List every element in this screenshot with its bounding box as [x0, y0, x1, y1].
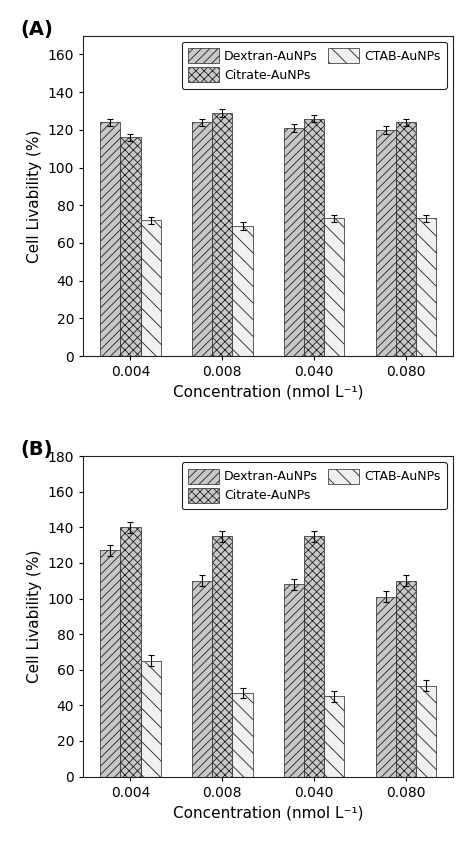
Bar	[232, 226, 253, 356]
Bar	[140, 661, 161, 776]
Bar	[212, 537, 232, 776]
Bar	[416, 685, 437, 776]
Bar	[140, 220, 161, 356]
Bar	[100, 122, 120, 356]
X-axis label: Concentration (nmol L⁻¹): Concentration (nmol L⁻¹)	[173, 805, 364, 820]
Legend: Dextran-AuNPs, Citrate-AuNPs, CTAB-AuNPs: Dextran-AuNPs, Citrate-AuNPs, CTAB-AuNPs	[182, 463, 447, 509]
Bar	[376, 597, 396, 776]
Bar	[192, 122, 212, 356]
Bar	[120, 527, 140, 776]
Bar	[192, 580, 212, 776]
Bar	[416, 219, 437, 356]
Bar	[100, 550, 120, 776]
Bar	[396, 122, 416, 356]
Bar	[120, 137, 140, 356]
Legend: Dextran-AuNPs, Citrate-AuNPs, CTAB-AuNPs: Dextran-AuNPs, Citrate-AuNPs, CTAB-AuNPs	[182, 42, 447, 88]
Bar	[304, 537, 324, 776]
Bar	[284, 128, 304, 356]
Bar	[324, 219, 345, 356]
Text: (A): (A)	[20, 19, 53, 39]
Bar	[212, 113, 232, 356]
X-axis label: Concentration (nmol L⁻¹): Concentration (nmol L⁻¹)	[173, 384, 364, 399]
Bar	[396, 580, 416, 776]
Bar	[232, 693, 253, 776]
Bar	[324, 696, 345, 776]
Bar	[284, 584, 304, 776]
Y-axis label: Cell Livability (%): Cell Livability (%)	[27, 550, 42, 683]
Y-axis label: Cell Livability (%): Cell Livability (%)	[27, 130, 42, 262]
Text: (B): (B)	[20, 440, 53, 459]
Bar	[376, 130, 396, 356]
Bar	[304, 119, 324, 356]
